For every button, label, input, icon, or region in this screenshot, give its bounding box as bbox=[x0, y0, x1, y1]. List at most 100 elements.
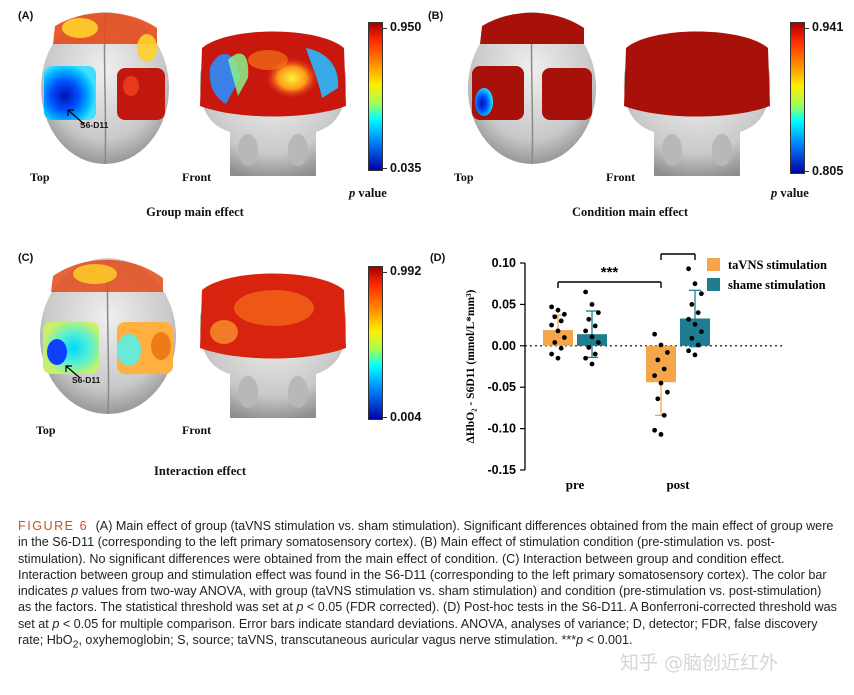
panel-b-title: Condition main effect bbox=[572, 205, 688, 219]
panel-b-top-brain bbox=[468, 12, 596, 165]
panel-b-cb-min: 0.805 bbox=[812, 164, 844, 178]
data-point bbox=[686, 266, 691, 272]
data-point bbox=[583, 355, 588, 361]
panel-c-cb-mark-top bbox=[382, 272, 387, 273]
data-point bbox=[658, 342, 664, 348]
data-point bbox=[549, 304, 554, 310]
figure-caption: FIGURE 6 (A) Main effect of group (taVNS… bbox=[18, 518, 838, 653]
panel-c-label: (C) bbox=[18, 252, 34, 264]
significance-annotation: *** bbox=[669, 250, 687, 253]
caption-part-6: < 0.001. bbox=[583, 633, 633, 648]
data-point bbox=[699, 329, 704, 335]
panel-c-cb-min: 0.004 bbox=[390, 410, 422, 424]
y-tick-label: -0.15 bbox=[488, 463, 517, 477]
data-point bbox=[586, 345, 592, 350]
data-point bbox=[689, 335, 695, 341]
data-point bbox=[562, 335, 567, 340]
data-point bbox=[661, 412, 667, 418]
panel-a-cb-min: 0.035 bbox=[390, 161, 422, 175]
caption-part-1: (A) Main effect of group (taVNS stimulat… bbox=[18, 519, 834, 599]
x-category-label: post bbox=[666, 477, 690, 492]
data-point bbox=[596, 310, 601, 316]
data-point bbox=[555, 328, 561, 334]
data-point bbox=[592, 323, 598, 329]
data-point bbox=[592, 351, 598, 357]
data-point bbox=[589, 361, 595, 367]
data-point bbox=[692, 321, 698, 327]
data-point bbox=[665, 350, 670, 355]
panel-a-colorbar bbox=[368, 22, 383, 171]
panel-c-colorbar bbox=[368, 266, 383, 420]
y-tick-label: -0.10 bbox=[488, 422, 517, 436]
panel-a-view-top: Top bbox=[30, 170, 50, 184]
watermark: 知乎 @脑创近红外 bbox=[620, 652, 779, 674]
data-point bbox=[558, 345, 564, 351]
panel-d-label: (D) bbox=[430, 252, 446, 264]
panel-b-cb-mark-top bbox=[804, 28, 809, 29]
data-point bbox=[652, 331, 657, 337]
panel-a-title: Group main effect bbox=[146, 205, 244, 219]
data-point bbox=[661, 366, 667, 372]
data-point bbox=[555, 307, 561, 313]
panel-b-cb-mark-bottom bbox=[804, 171, 809, 172]
data-point bbox=[692, 281, 698, 287]
caption-part-4: < 0.05 for multiple comparison. Error ba… bbox=[18, 616, 818, 648]
panel-a-channel-arrow bbox=[67, 109, 85, 125]
panel-b-label: (B) bbox=[428, 10, 444, 22]
data-point bbox=[549, 351, 554, 357]
post-hoc-bar-chart: 0.10 0.05 0.00 -0.05 -0.10 -0.15 ΔHbO₂ - S6D11… bbox=[465, 250, 827, 492]
data-point bbox=[699, 291, 704, 297]
caption-part-3: < 0.05 (FDR corrected). (D) Post-hoc tes… bbox=[18, 600, 837, 631]
caption-part-5: , oxyhemoglobin; S, source; taVNS, trans… bbox=[78, 633, 577, 648]
panel-c-cb-mark-bottom bbox=[382, 417, 387, 418]
figure-label: FIGURE 6 bbox=[18, 519, 89, 533]
panel-a-top-brain bbox=[41, 12, 169, 165]
caption-italic-p-3: p bbox=[52, 616, 60, 631]
legend-swatch bbox=[707, 278, 720, 291]
data-point bbox=[589, 302, 595, 307]
panel-c-view-top: Top bbox=[36, 423, 56, 437]
panel-a-cb-mark-top bbox=[382, 28, 387, 29]
panel-b-cb-caption: p value bbox=[771, 186, 809, 200]
panel-b-view-top: Top bbox=[454, 170, 474, 184]
caption-italic-p-2: p bbox=[296, 600, 304, 615]
data-point bbox=[665, 389, 670, 395]
data-point bbox=[552, 340, 558, 345]
panel-c-front-brain bbox=[199, 273, 347, 418]
data-point bbox=[583, 289, 588, 295]
panel-b-front-brain bbox=[623, 31, 771, 176]
data-point bbox=[555, 355, 561, 361]
data-point bbox=[558, 318, 564, 324]
data-point bbox=[562, 311, 567, 317]
y-tick-label: 0.00 bbox=[492, 339, 516, 353]
panel-c-channel-arrow bbox=[65, 365, 81, 379]
data-point bbox=[583, 328, 588, 334]
panel-b-cb-max: 0.941 bbox=[812, 20, 844, 34]
panel-c-title: Interaction effect bbox=[154, 464, 246, 478]
data-point bbox=[686, 348, 691, 354]
panel-b-colorbar bbox=[790, 22, 805, 174]
y-tick-label: 0.05 bbox=[492, 297, 516, 311]
panel-a-cb-mark-bottom bbox=[382, 168, 387, 169]
panel-a-front-brain bbox=[199, 31, 347, 176]
panel-a-cb-caption: p value bbox=[349, 186, 387, 200]
caption-italic-p-4: p bbox=[576, 633, 584, 648]
data-point bbox=[655, 357, 661, 363]
data-point bbox=[549, 322, 554, 328]
panel-b-view-front: Front bbox=[606, 170, 636, 184]
data-point bbox=[695, 342, 701, 348]
panel-c-channel-label: S6-D11 bbox=[72, 375, 101, 385]
y-axis-label: ΔHbO₂ - S6D11 (mmol/L*mm³) bbox=[465, 289, 477, 443]
data-point bbox=[655, 396, 661, 402]
data-point bbox=[658, 380, 664, 386]
data-point bbox=[686, 316, 691, 322]
panel-c-top-brain bbox=[40, 258, 176, 415]
panel-c-cb-max: 0.992 bbox=[390, 264, 422, 278]
data-point bbox=[692, 352, 698, 358]
data-point bbox=[652, 427, 657, 433]
legend-label: shame stimulation bbox=[728, 278, 826, 292]
data-point bbox=[695, 310, 701, 316]
legend-label: taVNS stimulation bbox=[728, 258, 827, 272]
panel-a-cb-max: 0.950 bbox=[390, 20, 422, 34]
panel-c-view-front: Front bbox=[182, 423, 212, 437]
